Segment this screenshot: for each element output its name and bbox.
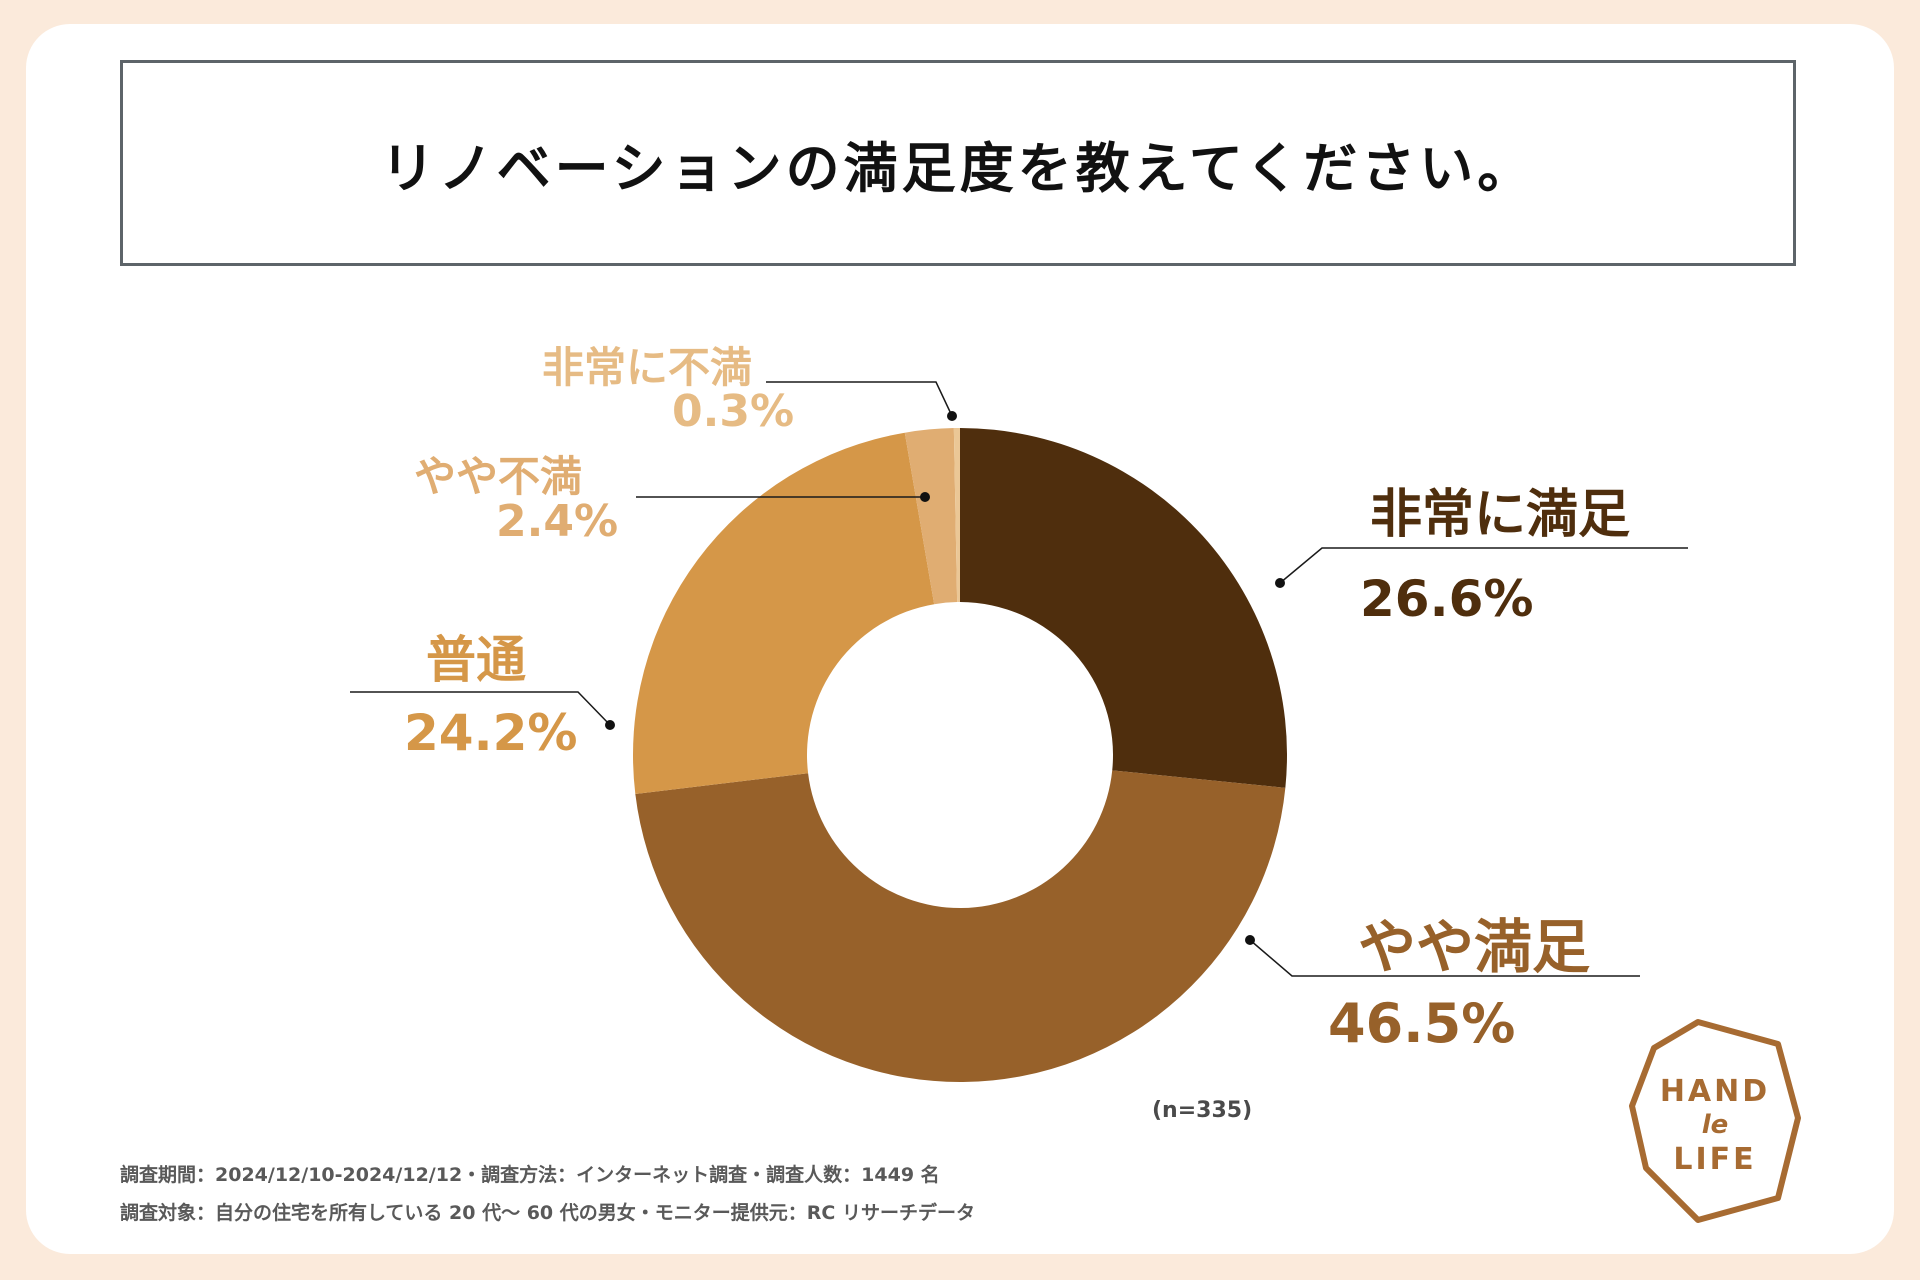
- slice-very-dissatisfied: [953, 428, 960, 603]
- value-very-dissatisfied: 0.3%: [672, 386, 795, 437]
- leader-line-somewhat-satisfied: [1249, 939, 1640, 977]
- logo-text-life: LIFE: [1673, 1142, 1757, 1177]
- leader-dot-neutral: [605, 720, 615, 730]
- leader-line-very-satisfied: [1279, 547, 1688, 584]
- value-very-satisfied: 26.6%: [1360, 570, 1534, 628]
- leader-line-neutral: [350, 691, 611, 726]
- leader-dot-very-satisfied: [1275, 578, 1285, 588]
- value-somewhat-dissatisfied: 2.4%: [496, 496, 619, 547]
- label-very-satisfied: 非常に満足: [1370, 485, 1631, 545]
- value-somewhat-satisfied: 46.5%: [1328, 992, 1516, 1055]
- logo-text-le: le: [1701, 1110, 1729, 1140]
- slice-very-satisfied: [960, 428, 1288, 788]
- label-very-dissatisfied: 非常に不満: [542, 343, 753, 392]
- footer-line-1: 調査期間：2024/12/10-2024/12/12・調査方法：インターネット調…: [120, 1164, 940, 1186]
- value-neutral: 24.2%: [404, 704, 578, 762]
- chart-title: リノベーションの満足度を教えてください。: [380, 136, 1536, 200]
- leader-line-very-dissatisfied: [766, 381, 953, 417]
- logo-text-hand: HAND: [1659, 1074, 1771, 1109]
- hand-le-life-logo: HAND le LIFE: [1628, 1018, 1802, 1224]
- label-somewhat-dissatisfied: やや不満: [414, 452, 583, 501]
- slice-somewhat-dissatisfied: [904, 428, 958, 605]
- label-neutral: 普通: [426, 631, 526, 689]
- label-somewhat-satisfied: やや満足: [1358, 913, 1591, 981]
- footer-line-2: 調査対象：自分の住宅を所有している 20 代〜 60 代の男女・モニター提供元：…: [120, 1202, 975, 1224]
- slice-neutral: [633, 432, 935, 794]
- title-box: リノベーションの満足度を教えてください。: [120, 60, 1796, 266]
- slice-somewhat-satisfied: [635, 770, 1286, 1083]
- leader-dot-somewhat-satisfied: [1245, 935, 1255, 945]
- sample-size: (n=335): [1152, 1098, 1253, 1123]
- leader-dot-very-dissatisfied: [947, 411, 957, 421]
- leader-dot-somewhat-dissatisfied: [920, 492, 930, 502]
